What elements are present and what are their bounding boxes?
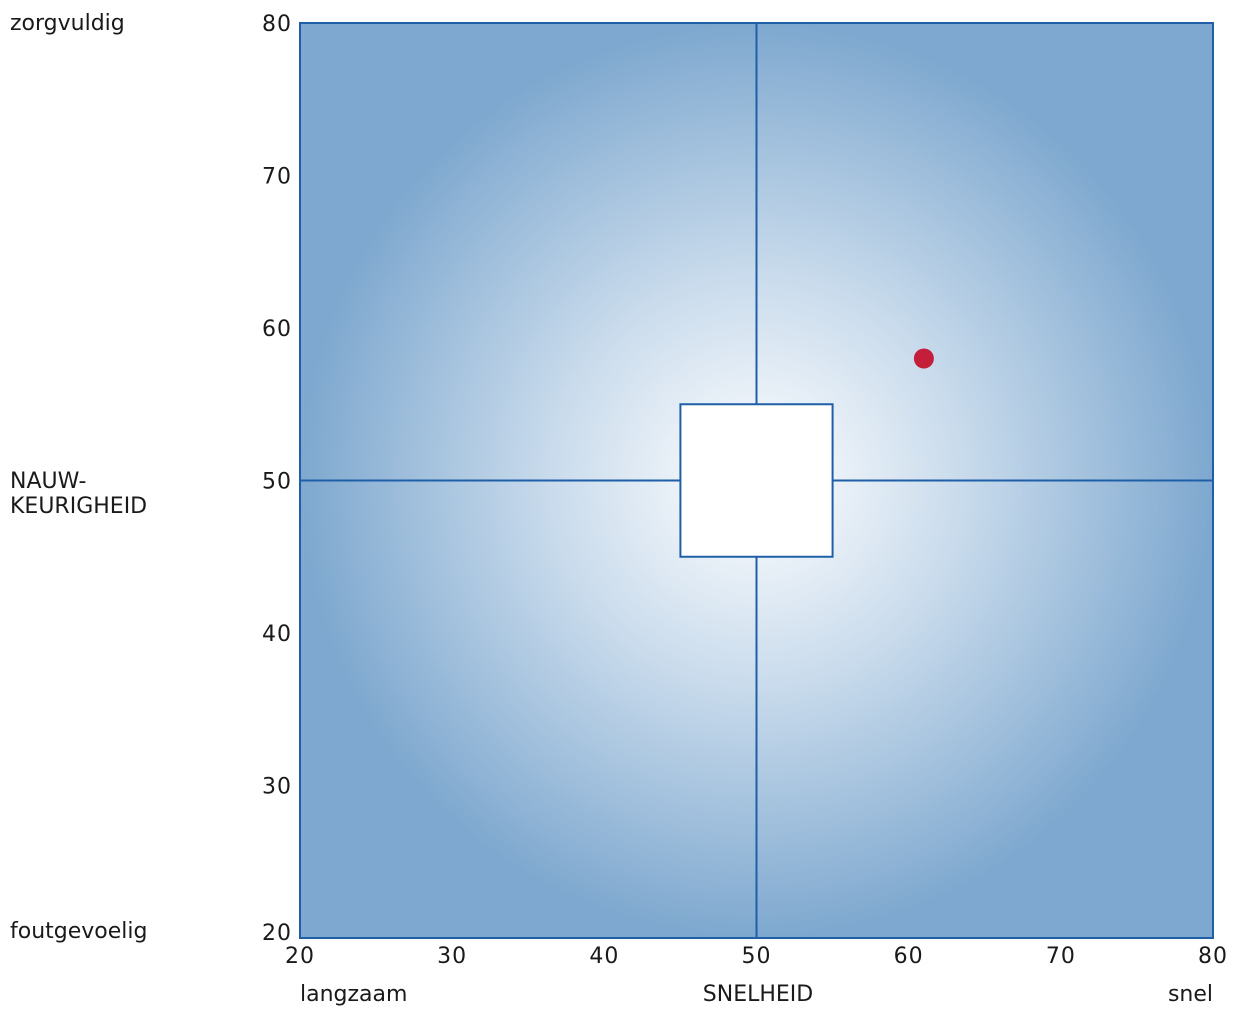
- y-high-label: zorgvuldig: [10, 11, 125, 36]
- data-point: [913, 348, 934, 369]
- x-low-label: langzaam: [300, 982, 407, 1007]
- x-tick-label: 20: [285, 944, 315, 969]
- y-tick-label: 20: [262, 921, 292, 946]
- x-axis-label: SNELHEID: [703, 982, 813, 1007]
- y-tick-label: 40: [262, 622, 292, 647]
- x-tick-labels: 20 30 40 50 60 70 80: [285, 944, 1228, 969]
- y-low-label: foutgevoelig: [10, 919, 147, 944]
- y-axis-label-line-1: NAUW-: [10, 469, 86, 494]
- x-tick-label: 30: [437, 944, 467, 969]
- center-box-group: [679, 403, 834, 558]
- x-high-label: snel: [1168, 982, 1213, 1007]
- x-tick-label: 60: [894, 944, 924, 969]
- x-tick-label: 70: [1046, 944, 1076, 969]
- data-points: [913, 348, 934, 369]
- y-tick-label: 30: [262, 775, 292, 800]
- y-axis-label-line-2: KEURIGHEID: [10, 494, 147, 519]
- center-box: [679, 403, 834, 558]
- y-tick-label: 50: [262, 470, 292, 495]
- y-tick-label: 60: [262, 317, 292, 342]
- y-tick-label: 70: [262, 165, 292, 190]
- x-tick-label: 50: [742, 944, 772, 969]
- x-tick-label: 40: [589, 944, 619, 969]
- x-tick-label: 80: [1198, 944, 1228, 969]
- y-tick-labels: 20 30 40 50 60 70 80: [262, 12, 292, 946]
- y-tick-label: 80: [262, 12, 292, 37]
